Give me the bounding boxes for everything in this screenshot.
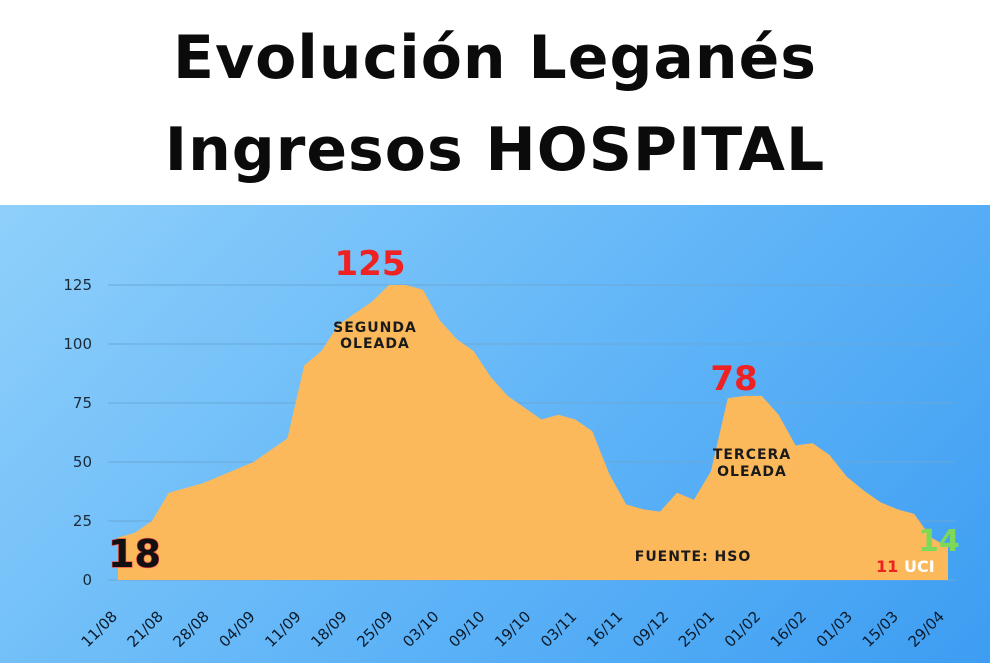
area-layer: [117, 284, 949, 580]
x-axis-ticks: 11/08 21/08 28/08 04/09 11/09 18/09 25/09 03/10…: [78, 607, 948, 650]
x-tick-label: 01/02: [721, 607, 764, 650]
title-line-2: Ingresos HOSPITAL: [164, 115, 826, 185]
second-wave-label-line2: OLEADA: [340, 336, 410, 352]
y-tick-label: 100: [63, 335, 92, 353]
third-wave-label-line1: TERCERA: [713, 447, 791, 463]
x-tick-label: 25/09: [353, 607, 396, 650]
x-tick-label: 25/01: [675, 607, 718, 650]
uci-text-label: UCI: [904, 557, 935, 576]
x-tick-label: 09/12: [629, 607, 672, 650]
source-label: FUENTE: HSO: [635, 549, 752, 565]
second-wave-label-line1: SEGUNDA: [333, 320, 417, 336]
x-tick-label: 01/03: [813, 607, 856, 650]
x-tick-label: 28/08: [170, 607, 213, 650]
x-tick-label: 11/08: [78, 607, 121, 650]
y-axis-ticks: 0 25 50 75 100 125: [63, 276, 92, 589]
x-tick-label: 03/10: [399, 607, 442, 650]
x-tick-label: 16/11: [583, 607, 626, 650]
x-tick-label: 21/08: [124, 607, 167, 650]
x-tick-label: 15/03: [859, 607, 902, 650]
y-tick-label: 25: [73, 512, 92, 530]
third-wave-label-line2: OLEADA: [717, 464, 787, 480]
peak-second-wave-label: 125: [335, 244, 406, 284]
x-tick-label: 18/09: [307, 607, 350, 650]
y-tick-label: 50: [73, 453, 92, 471]
x-tick-label: 29/04: [905, 607, 948, 650]
x-tick-label: 11/09: [261, 607, 304, 650]
y-tick-label: 125: [63, 276, 92, 294]
start-value-label: 18: [108, 532, 161, 576]
series-area: [118, 285, 948, 580]
x-tick-label: 16/02: [767, 607, 810, 650]
x-tick-label: 19/10: [491, 607, 534, 650]
title-line-1: Evolución Leganés: [172, 23, 818, 93]
chart-panel: 0 25 50 75 100 125 11/08 21/08 28/08 04/09 11/09 1…: [0, 205, 990, 663]
title-block: Evolución Leganés Ingresos HOSPITAL: [0, 0, 990, 205]
y-tick-label: 75: [73, 394, 92, 412]
y-tick-label: 0: [82, 571, 92, 589]
x-tick-label: 09/10: [445, 607, 488, 650]
uci-count-label: 11: [876, 557, 898, 576]
x-tick-label: 03/11: [537, 607, 580, 650]
peak-third-wave-label: 78: [710, 359, 757, 399]
end-value-label: 14: [918, 524, 960, 559]
x-tick-label: 04/09: [215, 607, 258, 650]
